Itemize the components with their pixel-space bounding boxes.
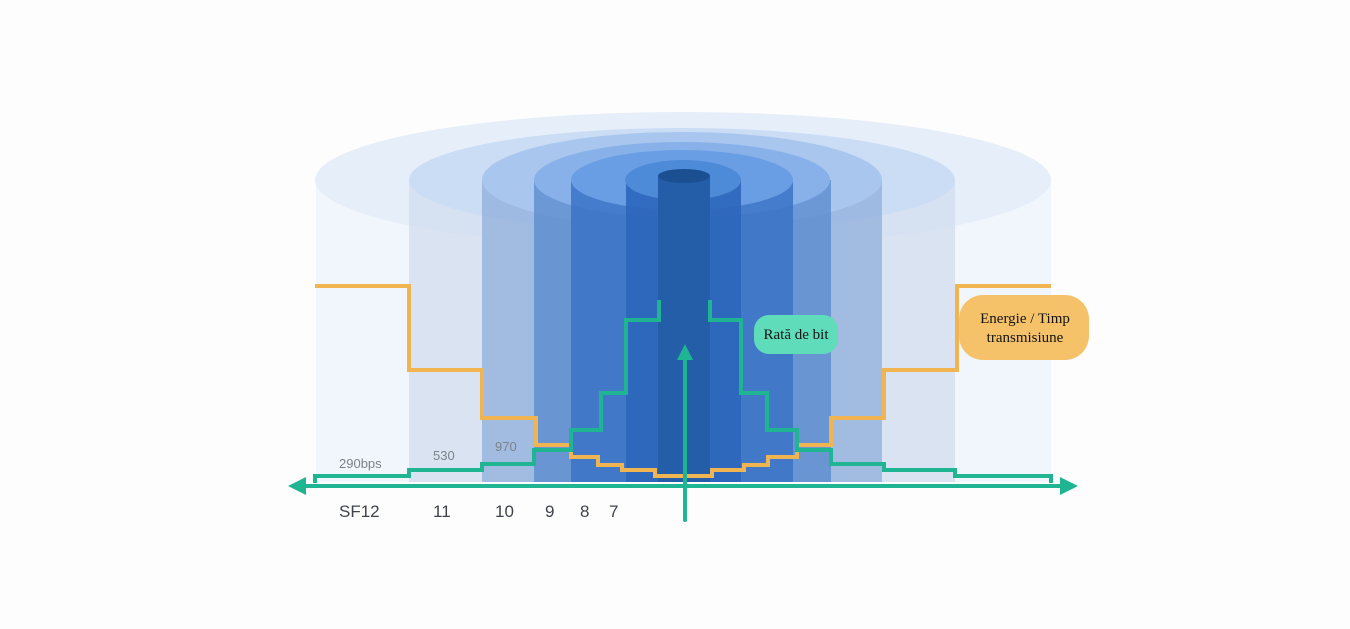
bit-rate-line bbox=[313, 300, 661, 483]
energy-legend-line1: Energie / Timp bbox=[980, 311, 1070, 327]
energy-legend: Energie / Timp transmisiune bbox=[959, 295, 1089, 360]
arrow-left-icon bbox=[288, 477, 306, 495]
energy-legend-line2: transmisiune bbox=[987, 330, 1064, 346]
bit-rate-label-sf11: 530 bbox=[433, 448, 455, 463]
bit-rate-label-sf12: 290bps bbox=[339, 456, 382, 471]
sf-label-10: 10 bbox=[495, 502, 514, 521]
sf-label-8: 8 bbox=[580, 502, 589, 521]
bit-rate-line-right bbox=[708, 300, 1053, 483]
bit-rate-legend: Rată de bit bbox=[754, 315, 838, 354]
vertical-arrow bbox=[677, 344, 693, 522]
sf-label-7: 7 bbox=[609, 502, 618, 521]
bit-rate-legend-label: Rată de bit bbox=[764, 327, 830, 343]
coverage-cylinders bbox=[315, 112, 1051, 482]
arrow-up-icon bbox=[677, 344, 693, 360]
bit-rate-label-sf10: 970 bbox=[495, 439, 517, 454]
sf-label-11: 11 bbox=[433, 502, 451, 521]
sf-label-12: SF12 bbox=[339, 502, 380, 521]
arrow-right-icon bbox=[1060, 477, 1078, 495]
sf-label-9: 9 bbox=[545, 502, 554, 521]
